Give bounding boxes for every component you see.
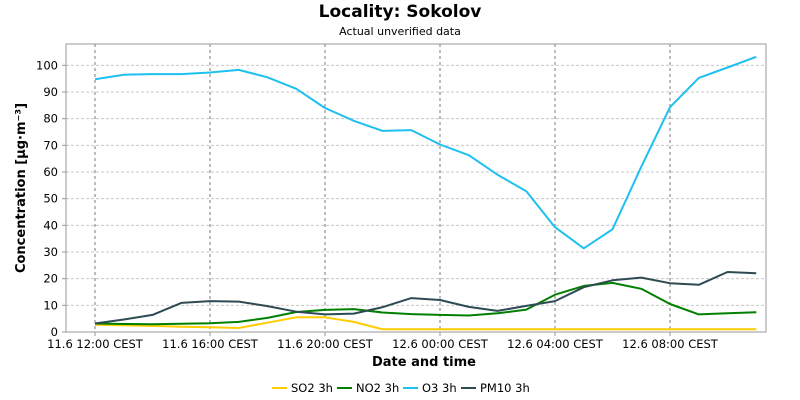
y-tick-label: 0 — [51, 325, 58, 339]
chart-subtitle: Actual unverified data — [339, 25, 461, 38]
series-line-no2-3h — [94, 281, 757, 326]
y-tick-label: 100 — [36, 58, 58, 72]
legend-label: O3 3h — [422, 381, 457, 395]
y-tick-label: 80 — [43, 112, 58, 126]
series-line-o3-3h — [94, 55, 757, 250]
y-tick-label: 50 — [43, 192, 58, 206]
legend-item-no2-3h: NO2 3h — [337, 381, 399, 395]
y-axis-title: Concentration [µg·m⁻³] — [14, 103, 29, 273]
chart-title: Locality: Sokolov — [319, 2, 482, 22]
x-tick-label: 12.6 00:00 CEST — [392, 337, 489, 351]
x-tick-label: 11.6 12:00 CEST — [47, 337, 144, 351]
y-tick-label: 30 — [43, 245, 58, 259]
legend-label: PM10 3h — [480, 381, 530, 395]
grid-lines — [66, 44, 766, 332]
x-tick-label: 12.6 04:00 CEST — [507, 337, 604, 351]
series-lines — [94, 55, 757, 331]
x-tick-label: 12.6 08:00 CEST — [622, 337, 719, 351]
y-tick-label: 90 — [43, 85, 58, 99]
x-axis-title: Date and time — [372, 355, 476, 370]
series-line-so2-3h — [94, 316, 757, 331]
legend: SO2 3h NO2 3h O3 3h PM10 3h — [272, 381, 530, 395]
x-axis-ticks: 11.6 12:00 CEST 11.6 16:00 CEST 11.6 20:00… — [47, 332, 719, 351]
legend-label: NO2 3h — [356, 381, 399, 395]
y-tick-label: 70 — [43, 138, 58, 152]
y-tick-label: 20 — [43, 272, 58, 286]
legend-item-o3-3h: O3 3h — [403, 381, 457, 395]
plot-area — [65, 43, 767, 333]
x-tick-label: 11.6 20:00 CEST — [277, 337, 374, 351]
y-axis-ticks: 0 10 20 30 40 50 60 70 80 90 100 — [36, 58, 66, 339]
y-tick-label: 10 — [43, 298, 58, 312]
legend-label: SO2 3h — [291, 381, 333, 395]
y-tick-label: 40 — [43, 218, 58, 232]
series-line-pm10-3h — [94, 271, 757, 325]
x-tick-label: 11.6 16:00 CEST — [162, 337, 259, 351]
y-tick-label: 60 — [43, 165, 58, 179]
legend-item-pm10-3h: PM10 3h — [461, 381, 530, 395]
legend-item-so2-3h: SO2 3h — [272, 381, 333, 395]
